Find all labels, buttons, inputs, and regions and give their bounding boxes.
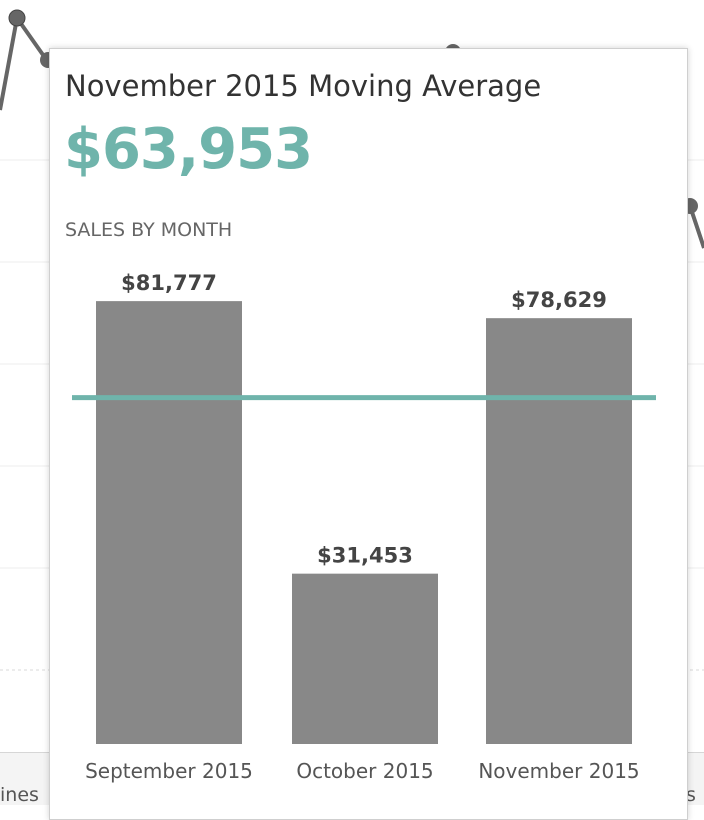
bar-2[interactable] bbox=[486, 318, 632, 744]
tooltip-title: November 2015 Moving Average bbox=[65, 69, 542, 103]
bar-value-label: $31,453 bbox=[317, 544, 413, 568]
data-point-marker[interactable] bbox=[8, 9, 26, 27]
bar-0[interactable] bbox=[96, 301, 242, 744]
category-label: September 2015 bbox=[85, 759, 253, 783]
category-label: November 2015 bbox=[478, 759, 639, 783]
background-axis-label-right: s bbox=[686, 784, 696, 806]
bar-1[interactable] bbox=[292, 573, 438, 744]
background-axis-label-left: ines bbox=[0, 784, 39, 806]
category-label: October 2015 bbox=[296, 759, 433, 783]
bar-value-label: $81,777 bbox=[121, 271, 217, 295]
bar-value-label: $78,629 bbox=[511, 288, 607, 312]
section-label: SALES BY MONTH bbox=[65, 219, 233, 241]
moving-average-value: $63,953 bbox=[64, 117, 313, 182]
